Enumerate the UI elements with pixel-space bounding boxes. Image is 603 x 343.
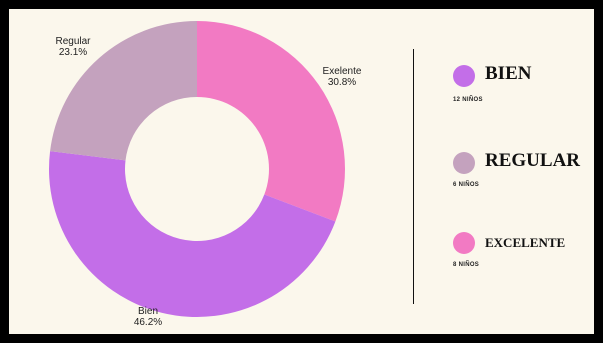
slice-label-bien-name: Bien (137, 306, 158, 317)
slice-label-exelente-name: Exelente (322, 66, 362, 77)
legend-divider (413, 49, 414, 304)
regular-swatch-icon (453, 152, 475, 174)
legend-subtitle-regular: 6 NIÑOS (453, 182, 480, 188)
slice-exelente (197, 21, 346, 222)
slice-label-bien-value: 46.2% (133, 317, 163, 328)
legend-subtitle-excelente: 8 NIÑOS (453, 262, 480, 268)
legend-title-regular: REGULAR (485, 150, 581, 171)
donut-chart (48, 21, 346, 318)
chart-panel: Regular 23.1% Exelente 30.8% Bien 46.2% … (9, 9, 594, 334)
slice-regular (50, 21, 197, 161)
slice-label-bien: Bien 46.2% (123, 306, 173, 328)
slice-label-regular-name: Regular (55, 36, 91, 47)
legend-subtitle-bien: 12 NIÑOS (453, 97, 483, 103)
bien-swatch-icon (453, 65, 475, 87)
slice-label-exelente-value: 30.8% (327, 77, 357, 88)
slice-bien (48, 151, 336, 318)
legend-title-bien: BIEN (485, 63, 532, 84)
legend-title-excelente: EXCELENTE (485, 235, 566, 250)
slice-label-regular-value: 23.1% (58, 47, 88, 58)
slice-label-regular: Regular 23.1% (45, 36, 101, 58)
excelente-swatch-icon (453, 232, 475, 254)
slice-label-exelente: Exelente 30.8% (311, 66, 373, 88)
